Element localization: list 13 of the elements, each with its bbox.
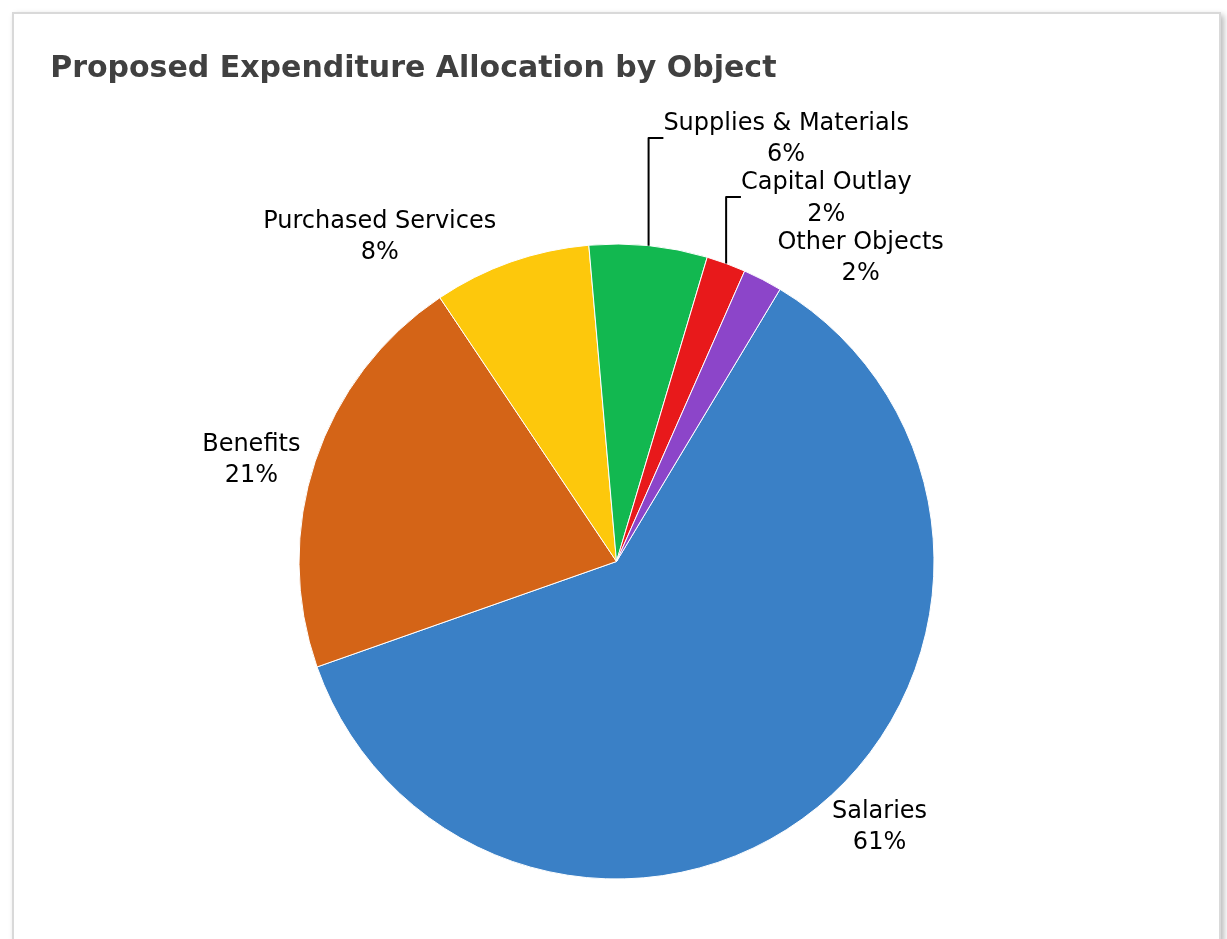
data-label: 6% bbox=[767, 139, 806, 168]
slice-label: Capital Outlay bbox=[740, 167, 912, 196]
data-label: 2% bbox=[841, 257, 880, 286]
slice-label: Purchased Services bbox=[263, 206, 497, 235]
chart-title: Proposed Expenditure Allocation by Object bbox=[50, 48, 777, 84]
data-label: 61% bbox=[852, 826, 907, 855]
slice-label: Other Objects bbox=[777, 226, 944, 255]
data-label: 21% bbox=[224, 459, 278, 488]
data-label: 2% bbox=[807, 198, 846, 227]
data-label: 8% bbox=[360, 237, 399, 266]
slice-label: Salaries bbox=[831, 795, 928, 824]
slice-label: Benefits bbox=[202, 428, 301, 457]
slice-label: Supplies & Materials bbox=[663, 108, 909, 137]
